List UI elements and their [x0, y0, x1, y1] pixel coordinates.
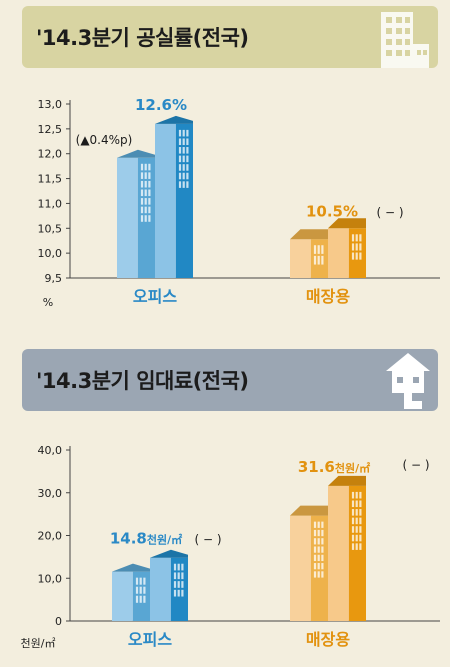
bar-retail [290, 218, 366, 278]
building-icon [381, 12, 429, 68]
rent-chart: 0 10,0 20,0 30,0 40,0 천원/㎡ 오피스 14.8천원/㎡ ( − ) 매장용… [21, 444, 440, 650]
y-unit-label: 천원/㎡ [21, 636, 56, 650]
y-tick-label: 11,0 [38, 197, 63, 210]
data-label: 10.5% [306, 202, 358, 220]
y-tick-label: 40,0 [38, 444, 63, 457]
bar-office [117, 115, 193, 278]
change-label: (▲0.4%p) [76, 133, 133, 147]
rent-title-banner: '14.3분기 임대료(전국) [22, 349, 438, 411]
y-unit-label: % [43, 296, 53, 309]
data-label: 14.8천원/㎡ [110, 530, 182, 548]
y-tick-label: 13,0 [38, 98, 63, 111]
y-tick-label: 30,0 [38, 487, 63, 500]
y-tick-label: 10,5 [38, 222, 63, 235]
category-label: 매장용 [306, 630, 350, 649]
vacancy-chart-title: '14.3분기 공실률(전국) [36, 26, 249, 50]
change-label: ( − ) [402, 458, 429, 472]
category-label: 오피스 [133, 287, 177, 306]
y-tick-label: 10,0 [38, 572, 63, 585]
vacancy-chart: 9,5 10,0 10,5 11,0 11,5 12,0 12,5 13,0% 오피스 12.6%… [38, 96, 440, 309]
vacancy-title-banner: '14.3분기 공실률(전국) [22, 6, 438, 68]
y-tick-label: 9,5 [45, 272, 63, 285]
y-tick-label: 12,5 [38, 123, 63, 136]
y-tick-label: 10,0 [38, 247, 63, 260]
category-label: 오피스 [128, 630, 172, 649]
rent-chart-title: '14.3분기 임대료(전국) [36, 369, 249, 393]
data-label: 12.6% [135, 96, 187, 114]
bar-retail [290, 475, 366, 621]
data-label: 31.6천원/㎡ [298, 458, 370, 476]
y-tick-label: 11,5 [38, 173, 63, 186]
y-tick-label: 20,0 [38, 530, 63, 543]
house-icon [386, 353, 430, 409]
y-tick-label: 12,0 [38, 148, 63, 161]
category-label: 매장용 [306, 287, 350, 306]
y-tick-label: 0 [55, 615, 62, 628]
change-label: ( − ) [194, 533, 221, 547]
change-label: ( − ) [376, 205, 403, 219]
bar-office [112, 549, 188, 621]
